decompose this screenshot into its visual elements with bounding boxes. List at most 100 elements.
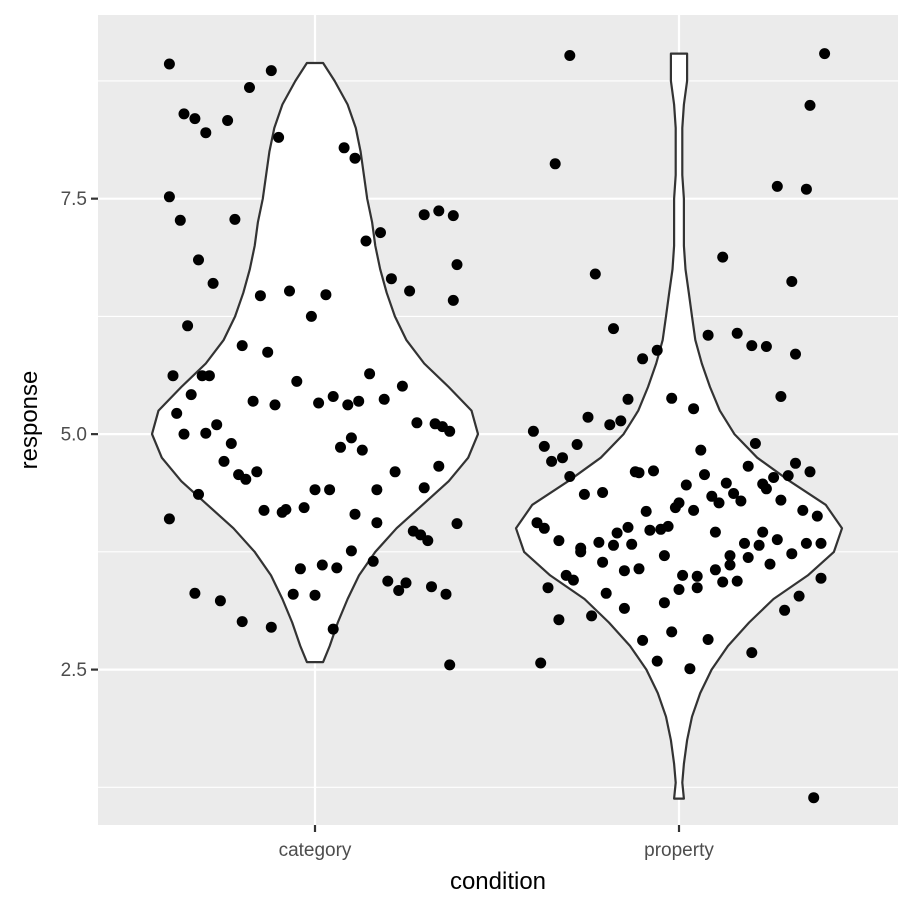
data-point-property bbox=[782, 470, 794, 482]
data-point-property bbox=[608, 539, 619, 551]
data-point-property bbox=[724, 550, 736, 562]
data-point-property bbox=[629, 466, 641, 478]
data-point-category bbox=[342, 399, 354, 411]
data-point-property bbox=[589, 268, 601, 280]
data-point-category bbox=[233, 469, 245, 481]
data-point-category bbox=[287, 588, 299, 600]
data-point-category bbox=[324, 484, 336, 496]
data-point-property bbox=[684, 663, 696, 675]
data-point-property bbox=[775, 391, 787, 402]
data-point-category bbox=[254, 290, 266, 302]
data-point-property bbox=[677, 569, 689, 581]
data-point-property bbox=[811, 510, 823, 522]
data-point-property bbox=[746, 647, 758, 659]
data-point-category bbox=[189, 587, 201, 599]
data-point-category bbox=[178, 428, 190, 440]
data-point-property bbox=[622, 393, 634, 405]
data-point-category bbox=[309, 484, 321, 496]
data-point-property bbox=[691, 570, 703, 582]
y-tick-label: 2.5 bbox=[61, 660, 87, 681]
data-point-property bbox=[633, 563, 645, 575]
data-point-property bbox=[800, 537, 812, 549]
data-point-property bbox=[808, 792, 820, 804]
data-point-property bbox=[790, 457, 801, 469]
y-axis: 2.5 5.0 7.5 bbox=[61, 189, 98, 681]
data-point-property bbox=[720, 477, 732, 489]
data-point-property bbox=[658, 550, 670, 562]
data-point-category bbox=[269, 399, 281, 411]
data-point-category bbox=[258, 504, 270, 516]
data-point-property bbox=[749, 438, 761, 449]
data-point-category bbox=[193, 254, 204, 266]
data-point-category bbox=[393, 585, 405, 596]
data-point-property bbox=[655, 523, 667, 535]
data-point-property bbox=[637, 634, 649, 646]
y-axis-title: response bbox=[16, 371, 43, 470]
data-point-property bbox=[764, 558, 776, 570]
data-point-category bbox=[294, 563, 306, 575]
data-point-property bbox=[717, 251, 729, 263]
data-point-category bbox=[331, 562, 343, 574]
data-point-category bbox=[327, 623, 339, 635]
data-point-property bbox=[557, 452, 568, 464]
data-point-property bbox=[688, 504, 700, 516]
data-point-category bbox=[218, 455, 230, 467]
data-point-category bbox=[273, 131, 285, 143]
data-point-category bbox=[396, 380, 408, 392]
data-point-category bbox=[320, 289, 332, 301]
data-point-category bbox=[382, 575, 394, 587]
data-point-property bbox=[527, 425, 539, 437]
data-point-property bbox=[735, 495, 747, 507]
data-point-category bbox=[444, 659, 456, 671]
data-point-property bbox=[658, 597, 670, 609]
data-point-category bbox=[291, 375, 303, 387]
data-point-property bbox=[688, 403, 700, 415]
data-point-category bbox=[225, 438, 237, 449]
data-point-property bbox=[771, 534, 783, 546]
data-point-property bbox=[538, 522, 550, 534]
data-point-property bbox=[691, 582, 703, 594]
data-point-property bbox=[815, 537, 827, 549]
data-point-property bbox=[753, 539, 765, 551]
data-point-property bbox=[571, 439, 583, 450]
data-point-property bbox=[742, 460, 754, 472]
data-point-category bbox=[327, 391, 339, 402]
data-point-property bbox=[615, 415, 627, 427]
data-point-category bbox=[447, 294, 459, 306]
data-point-property bbox=[702, 634, 714, 645]
data-point-category bbox=[349, 508, 361, 520]
data-point-category bbox=[305, 310, 317, 322]
data-point-property bbox=[604, 419, 616, 431]
data-point-property bbox=[651, 655, 663, 667]
x-tick-label: category bbox=[279, 840, 352, 861]
x-tick-label: property bbox=[644, 840, 714, 861]
data-point-property bbox=[575, 542, 587, 554]
data-point-category bbox=[451, 259, 463, 271]
data-point-category bbox=[167, 370, 179, 382]
data-point-property bbox=[564, 50, 576, 61]
data-point-category bbox=[265, 621, 277, 633]
data-point-category bbox=[163, 58, 175, 70]
data-point-category bbox=[367, 555, 379, 567]
data-point-property bbox=[669, 502, 681, 514]
data-point-category bbox=[247, 395, 259, 407]
data-point-property bbox=[593, 536, 605, 548]
data-point-property bbox=[673, 584, 685, 595]
data-point-property bbox=[611, 527, 623, 539]
data-point-property bbox=[622, 521, 634, 533]
data-point-property bbox=[618, 602, 630, 614]
data-point-property bbox=[549, 158, 561, 170]
data-point-property bbox=[739, 537, 750, 549]
data-point-category bbox=[433, 205, 445, 217]
data-point-category bbox=[309, 589, 321, 601]
data-point-category bbox=[265, 65, 277, 77]
jittered-points bbox=[163, 48, 831, 804]
data-point-property bbox=[553, 614, 565, 626]
data-point-category bbox=[335, 441, 346, 453]
data-point-property bbox=[775, 494, 787, 506]
data-point-property bbox=[819, 48, 831, 60]
data-point-property bbox=[666, 626, 678, 638]
data-point-property bbox=[582, 411, 594, 423]
data-point-category bbox=[436, 421, 448, 433]
